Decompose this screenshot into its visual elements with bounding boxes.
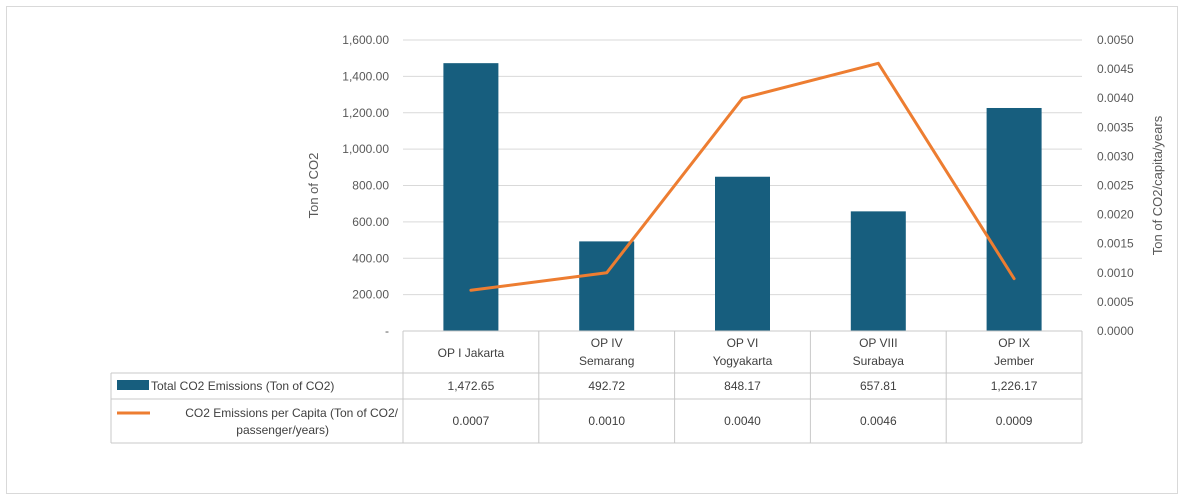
category-label: Jember — [994, 354, 1034, 368]
y-right-tick-label: 0.0010 — [1097, 266, 1134, 280]
y-left-tick-label: 400.00 — [352, 251, 389, 265]
y-right-tick-label: 0.0025 — [1097, 179, 1134, 193]
y-left-axis-title: Ton of CO2 — [306, 153, 321, 219]
y-right-tick-label: 0.0030 — [1097, 149, 1134, 163]
y-right-tick-label: 0.0045 — [1097, 62, 1134, 76]
y-left-tick-label: - — [385, 324, 389, 338]
y-right-axis-title: Ton of CO2/capita/years — [1150, 115, 1165, 255]
category-label: Yogyakarta — [713, 354, 773, 368]
y-left-tick-label: 1,400.00 — [342, 69, 389, 83]
data-label-bars: 492.72 — [588, 379, 625, 393]
bar — [715, 176, 770, 331]
legend-label-line: CO2 Emissions per Capita (Ton of CO2/ — [185, 406, 398, 420]
category-label: OP IX — [998, 336, 1030, 350]
y-right-tick-label: 0.0015 — [1097, 237, 1134, 251]
data-label-bars: 1,226.17 — [991, 379, 1038, 393]
bar — [443, 63, 499, 332]
data-label-line: 0.0007 — [453, 414, 490, 428]
bar — [579, 241, 635, 331]
legend-label-bars: Total CO2 Emissions (Ton of CO2) — [151, 379, 334, 393]
y-left-tick-label: 1,200.00 — [342, 106, 389, 120]
data-label-bars: 848.17 — [724, 379, 761, 393]
y-left-tick-label: 200.00 — [352, 288, 389, 302]
y-left-tick-label: 1,000.00 — [342, 142, 389, 156]
y-right-tick-label: 0.0050 — [1097, 33, 1134, 47]
bar — [986, 107, 1042, 332]
data-label-line: 0.0010 — [588, 414, 625, 428]
bar — [850, 211, 906, 331]
data-label-line: 0.0046 — [860, 414, 897, 428]
data-label-line: 0.0009 — [996, 414, 1033, 428]
data-label-bars: 1,472.65 — [448, 379, 495, 393]
category-label: Surabaya — [853, 354, 905, 368]
data-label-line: 0.0040 — [724, 414, 761, 428]
category-label: OP I Jakarta — [438, 346, 505, 360]
y-right-tick-label: 0.0040 — [1097, 91, 1134, 105]
category-label: Semarang — [579, 354, 634, 368]
y-left-tick-label: 800.00 — [352, 179, 389, 193]
y-right-tick-label: 0.0005 — [1097, 295, 1134, 309]
y-right-tick-label: 0.0020 — [1097, 208, 1134, 222]
y-right-tick-label: 0.0035 — [1097, 120, 1134, 134]
legend-key-bars — [117, 380, 149, 390]
y-left-tick-label: 600.00 — [352, 215, 389, 229]
category-label: OP VIII — [859, 336, 897, 350]
y-right-tick-label: 0.0000 — [1097, 324, 1134, 338]
category-label: OP VI — [727, 336, 759, 350]
legend-label-line: passenger/years) — [236, 423, 329, 437]
data-label-bars: 657.81 — [860, 379, 897, 393]
category-label: OP IV — [591, 336, 623, 350]
y-left-tick-label: 1,600.00 — [342, 33, 389, 47]
